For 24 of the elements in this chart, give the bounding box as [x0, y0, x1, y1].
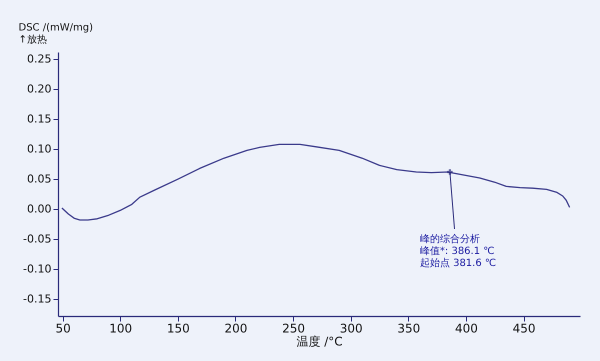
y-tick-label: 0.05 [27, 172, 52, 186]
x-tick-label: 400 [454, 322, 478, 336]
x-axis-title: 温度 /°C [296, 334, 343, 348]
x-tick-label: 50 [55, 322, 71, 336]
annotation: 峰的综合分析 [420, 233, 480, 245]
y-tick-label: 0.10 [27, 142, 52, 156]
x-tick-label: 300 [340, 322, 363, 336]
line-series [61, 144, 570, 221]
x-tick-label: 150 [166, 322, 190, 336]
y-tick-label: 0.15 [27, 112, 52, 126]
y-tick-label: 0.25 [27, 52, 52, 66]
annotation: 峰值*: 386.1 ℃ [420, 245, 494, 257]
y-tick-label: -0.15 [23, 292, 52, 306]
y-tick-label: -0.05 [23, 232, 52, 246]
x-tick-label: 450 [512, 322, 536, 336]
y-tick-label: -0.10 [23, 262, 52, 276]
x-tick-label: 250 [282, 322, 306, 336]
y-tick-label: 0.20 [27, 82, 52, 96]
y-tick-label: 0.00 [27, 202, 52, 216]
x-tick-label: 100 [109, 322, 132, 336]
annotation: 起始点 381.6 ℃ [420, 257, 496, 269]
y-axis-title: DSC /(mW/mg) ↑放热 [18, 22, 94, 46]
x-tick-label: 350 [397, 322, 420, 336]
x-tick-label: 200 [224, 322, 248, 336]
